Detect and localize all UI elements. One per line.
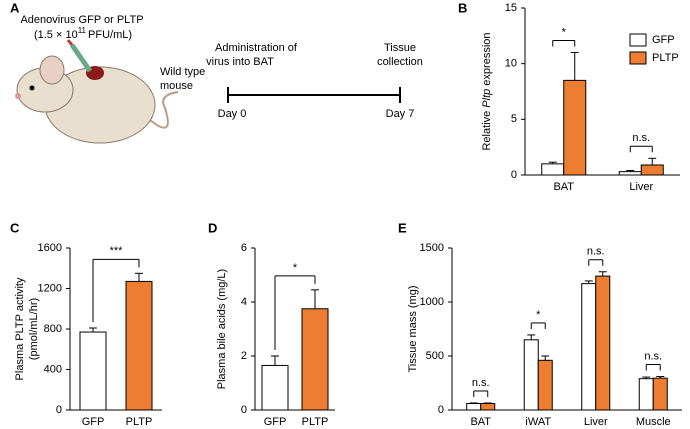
significance-label: n.s. <box>472 377 490 389</box>
y-tick-label: 1000 <box>420 296 444 308</box>
panel-letter: E <box>398 220 407 235</box>
x-tick-label: BAT <box>553 181 574 193</box>
y-tick-label: 1600 <box>38 242 62 254</box>
y-axis-label: (pmol/mL/hr) <box>28 298 40 360</box>
significance-label: n.s. <box>644 350 662 362</box>
event-label: Administration of <box>215 42 298 54</box>
y-tick-label: 10 <box>505 58 517 70</box>
y-tick-label: 0 <box>438 404 444 416</box>
bar <box>541 163 565 176</box>
y-tick-label: 5 <box>511 113 517 125</box>
y-axis-label: Plasma bile acids (mg/L) <box>216 269 228 389</box>
bar <box>595 275 611 411</box>
panel-letter: C <box>10 220 20 235</box>
event-label: Tissue <box>384 42 416 54</box>
bar <box>581 283 597 411</box>
dose-post: PFU/mL) <box>88 29 132 41</box>
y-tick-label: 1200 <box>38 282 62 294</box>
day-label: Day 7 <box>386 108 415 120</box>
panel-letter: B <box>458 0 467 15</box>
legend-label: PLTP <box>652 52 679 64</box>
significance-label: * <box>293 262 298 274</box>
y-tick-label: 15 <box>505 2 517 14</box>
y-tick-label: 400 <box>44 363 62 375</box>
y-tick-label: 4 <box>241 296 247 308</box>
significance-label: * <box>536 309 541 321</box>
y-axis-label: Tissue mass (mg) <box>407 286 419 373</box>
bar <box>466 403 482 411</box>
syringe <box>69 43 93 73</box>
significance-label: *** <box>110 245 124 257</box>
x-tick-label: PLTP <box>126 416 153 428</box>
significance-label: n.s. <box>587 246 605 258</box>
y-tick-label: 0 <box>511 169 517 181</box>
mouse-eye <box>29 85 35 91</box>
x-tick-label: GFP <box>82 416 105 428</box>
mouse-label: mouse <box>160 80 193 92</box>
virus-text: Adenovirus GFP or PLTP <box>20 14 143 26</box>
x-tick-label: Liver <box>584 416 608 428</box>
bar <box>79 331 107 411</box>
legend-swatch <box>629 51 647 65</box>
y-tick-label: 0 <box>56 404 62 416</box>
bar <box>638 378 654 411</box>
bar <box>640 164 664 176</box>
bar <box>480 403 496 411</box>
x-tick-label: iWAT <box>525 416 551 428</box>
syringe-plunger <box>66 39 74 46</box>
panel-letter: D <box>208 220 217 235</box>
panel-letter: A <box>10 0 20 15</box>
x-tick-label: GFP <box>264 416 287 428</box>
bar <box>652 377 668 411</box>
event-label: collection <box>377 56 423 68</box>
bar <box>125 280 153 411</box>
tail <box>149 91 179 129</box>
legend-label: GFP <box>652 34 675 46</box>
x-tick-label: PLTP <box>302 416 329 428</box>
bar <box>563 79 587 176</box>
y-label-part: expression <box>481 32 493 88</box>
y-tick-label: 800 <box>44 323 62 335</box>
bar <box>537 359 553 411</box>
y-tick-label: 500 <box>426 350 444 362</box>
y-label-part: Tissue mass (mg) <box>407 286 419 373</box>
y-axis-label: Plasma PLTP activity <box>14 277 26 380</box>
x-tick-label: Liver <box>629 181 653 193</box>
y-tick-label: 0 <box>241 404 247 416</box>
bar <box>523 339 539 411</box>
event-label: virus into BAT <box>206 56 274 68</box>
mouse-ear <box>39 55 65 85</box>
dose-pre: (1.5 × 10 <box>34 29 78 41</box>
bar <box>618 171 642 176</box>
mouse-nose <box>15 93 21 99</box>
x-tick-label: BAT <box>470 416 491 428</box>
bar <box>301 308 329 411</box>
dose-exp: 11 <box>78 26 87 35</box>
x-tick-label: Muscle <box>636 416 671 428</box>
legend-swatch <box>629 33 647 47</box>
y-label-part: Relative <box>481 111 493 151</box>
day-label: Day 0 <box>218 108 247 120</box>
dose-text: (1.5 × 1011 PFU/mL) <box>34 26 132 41</box>
significance-label: * <box>562 26 567 38</box>
y-label-part: Pltp <box>481 89 493 111</box>
y-tick-label: 2 <box>241 350 247 362</box>
bar <box>261 364 289 411</box>
y-tick-label: 1500 <box>420 242 444 254</box>
y-axis-label: Relative Pltp expression <box>481 32 493 150</box>
y-tick-label: 6 <box>241 242 247 254</box>
mouse-label: Wild type <box>160 66 205 78</box>
panel-a: A Adenovirus GFP or PLTP (1.5 × 1011 PFU/… <box>10 0 423 144</box>
significance-label: n.s. <box>632 132 650 144</box>
